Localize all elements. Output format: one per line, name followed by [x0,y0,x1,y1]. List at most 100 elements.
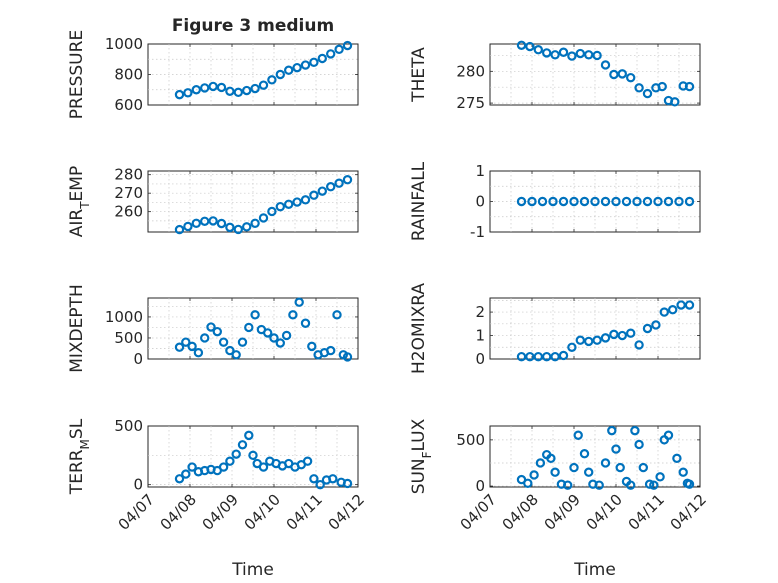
data-point [621,196,632,207]
data-point [181,469,191,479]
data-point [634,83,644,93]
data-point [231,350,241,360]
data-point [233,87,243,98]
data-point [678,467,688,477]
data-point [225,222,235,233]
data-point [281,330,292,341]
data-point [609,329,619,340]
y-tick-label: 500 [114,329,143,347]
x-tick-label: 04/12 [667,491,710,534]
data-point [342,352,353,362]
y-axis-label: H2OMIXRA [409,283,429,374]
data-point [600,60,611,70]
data-point [187,341,197,352]
data-point [563,480,573,490]
data-point [567,342,577,352]
data-point [237,440,248,450]
data-point [684,300,695,310]
y-tick-label: 260 [114,203,143,221]
x-tick-label: 04/07 [457,491,500,534]
y-axis-label: AIRTEMP [67,166,92,237]
data-point [655,472,665,482]
y-tick-label: 280 [114,166,143,184]
data-point [248,450,258,461]
y-axis-label: RAINFALL [409,161,429,241]
data-point [600,196,611,207]
data-point [584,50,594,60]
data-point [317,186,327,196]
data-point [288,310,298,320]
data-point [199,83,210,93]
data-point [309,474,319,484]
data-point [250,218,260,229]
data-point [579,196,590,207]
data-point [231,449,241,459]
y-tick-label: 0 [475,193,485,211]
data-point [533,351,544,362]
x-axis-label: Time [573,560,616,580]
data-point [663,430,674,440]
y-tick-label: 1 [475,327,485,345]
x-tick-label: 04/11 [283,491,326,534]
data-point [584,336,594,347]
plot-area [147,170,359,233]
data-point [250,310,260,320]
x-tick-label: 04/08 [499,491,542,534]
data-point [590,196,600,207]
data-point [584,467,594,477]
data-point [516,351,527,362]
data-point [632,196,642,207]
subplot-rainfall: -1 0 1 RAINFALL [409,161,701,241]
data-point [626,480,636,490]
data-point [659,307,670,317]
x-tick-label: 04/09 [199,491,242,534]
data-point [546,453,556,464]
y-tick-label: 1000 [105,35,143,53]
subplot-h2omixra: 0 1 2 H2OMIXRA [409,283,701,374]
data-point [579,449,590,459]
chart-title: Figure 3 medium [172,16,334,36]
data-point [342,174,353,185]
y-tick-label: 270 [114,184,143,202]
y-tick-label: 600 [114,96,143,114]
data-point [258,213,269,223]
data-point [527,196,537,207]
data-point [199,333,210,343]
x-tick-label: 04/10 [583,491,626,534]
data-point [668,305,678,315]
subplot-theta: 275 280 THETA [409,40,701,112]
data-point [225,86,235,96]
data-point [309,190,319,200]
data-point [267,75,277,85]
data-point [208,216,218,226]
data-point [309,57,319,68]
y-tick-label: 2 [475,303,485,321]
data-point [607,425,617,436]
plot-area [489,43,701,106]
data-point [237,337,248,347]
data-point [181,337,191,347]
data-point [216,82,227,93]
data-point [516,196,527,207]
data-point [592,50,602,61]
data-point [548,196,558,207]
data-point [275,338,285,348]
data-point [542,351,552,362]
y-tick-label: 0 [475,350,485,368]
x-tick-label: 04/07 [115,491,158,534]
data-point [592,335,602,345]
data-point [684,81,695,92]
data-point [674,196,684,207]
data-point [569,196,579,207]
data-point [300,60,311,70]
x-tick-label: 04/08 [157,491,200,534]
data-point [241,222,252,232]
data-point [525,351,535,362]
data-point [644,479,655,489]
data-point [326,49,336,59]
data-point [307,341,317,352]
x-axis-label: Time [231,560,274,580]
